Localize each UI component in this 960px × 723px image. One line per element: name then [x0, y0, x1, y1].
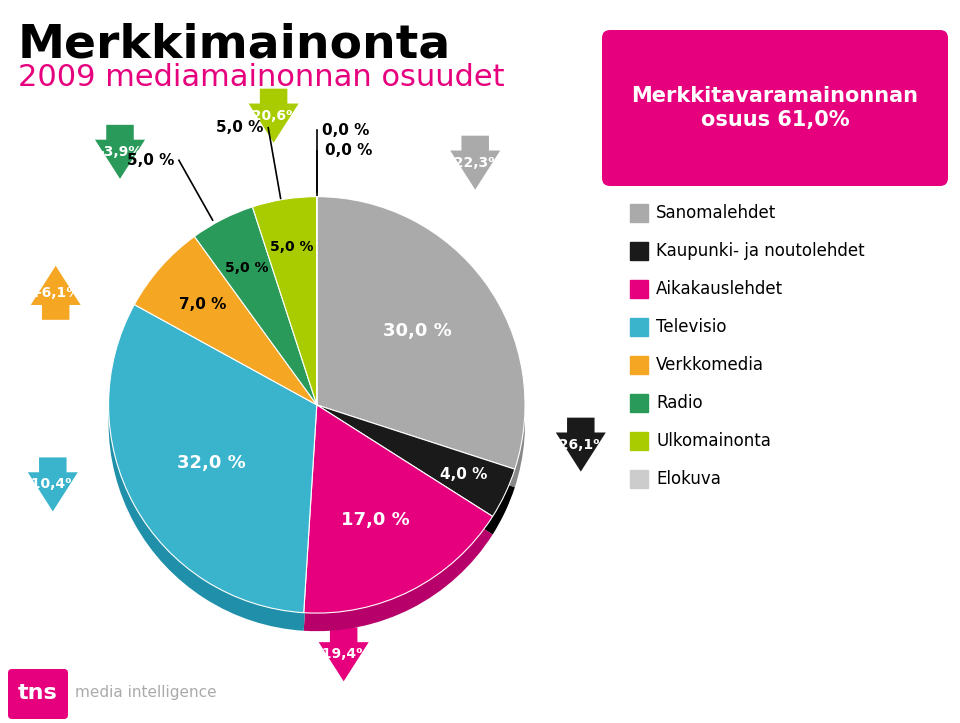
Bar: [630, 432, 648, 450]
Bar: [630, 470, 648, 488]
Text: 0,0 %: 0,0 %: [325, 143, 372, 158]
Wedge shape: [317, 405, 515, 516]
Wedge shape: [108, 304, 317, 612]
Wedge shape: [252, 197, 317, 405]
Text: -19,4%: -19,4%: [317, 647, 371, 662]
Wedge shape: [317, 197, 525, 469]
Wedge shape: [194, 225, 317, 423]
Text: +6,1%: +6,1%: [31, 286, 81, 300]
Polygon shape: [28, 458, 78, 511]
Text: -22,3%: -22,3%: [448, 155, 502, 170]
Bar: [630, 280, 648, 298]
Text: 4,0 %: 4,0 %: [440, 466, 488, 482]
Text: media intelligence: media intelligence: [75, 685, 217, 701]
Text: 5,0 %: 5,0 %: [270, 239, 314, 254]
Text: 5,0 %: 5,0 %: [225, 260, 269, 275]
FancyBboxPatch shape: [602, 30, 948, 186]
Text: Elokuva: Elokuva: [656, 470, 721, 488]
Text: -10,4%: -10,4%: [26, 477, 80, 492]
Polygon shape: [95, 125, 145, 179]
Polygon shape: [249, 89, 299, 142]
Text: Sanomalehdet: Sanomalehdet: [656, 204, 777, 222]
Text: Aikakauslehdet: Aikakauslehdet: [656, 280, 783, 298]
Text: 32,0 %: 32,0 %: [177, 454, 246, 472]
Wedge shape: [108, 322, 317, 630]
Wedge shape: [194, 207, 317, 405]
Bar: [630, 318, 648, 336]
Text: 30,0 %: 30,0 %: [383, 322, 452, 341]
Wedge shape: [134, 236, 317, 405]
Text: 7,0 %: 7,0 %: [180, 297, 227, 312]
Polygon shape: [319, 628, 369, 681]
Text: tns: tns: [18, 683, 58, 703]
Text: -20,6%: -20,6%: [247, 108, 300, 123]
Wedge shape: [252, 215, 317, 423]
Wedge shape: [134, 254, 317, 423]
Wedge shape: [303, 423, 492, 631]
Text: Verkkomedia: Verkkomedia: [656, 356, 764, 374]
Text: Ulkomainonta: Ulkomainonta: [656, 432, 771, 450]
Text: 17,0 %: 17,0 %: [341, 511, 410, 529]
Text: 5,0 %: 5,0 %: [216, 120, 263, 135]
Text: Televisio: Televisio: [656, 318, 727, 336]
Text: Kaupunki- ja noutolehdet: Kaupunki- ja noutolehdet: [656, 242, 865, 260]
Polygon shape: [31, 266, 81, 320]
Bar: [630, 242, 648, 260]
Bar: [630, 356, 648, 374]
Text: Merkkitavaramainonnan
osuus 61,0%: Merkkitavaramainonnan osuus 61,0%: [632, 87, 919, 129]
Bar: [630, 204, 648, 222]
Text: 2009 mediamainonnan osuudet: 2009 mediamainonnan osuudet: [18, 63, 505, 92]
FancyBboxPatch shape: [8, 669, 68, 719]
Wedge shape: [303, 405, 492, 613]
Text: Merkkimainonta: Merkkimainonta: [18, 23, 451, 68]
Wedge shape: [317, 423, 515, 534]
Text: 5,0 %: 5,0 %: [127, 153, 174, 168]
Text: -26,1%: -26,1%: [554, 437, 608, 452]
Polygon shape: [450, 136, 500, 189]
Text: 0,0 %: 0,0 %: [322, 123, 370, 138]
Text: Radio: Radio: [656, 394, 703, 412]
Polygon shape: [556, 418, 606, 471]
Bar: [630, 394, 648, 412]
Text: -3,9%: -3,9%: [98, 145, 142, 159]
Wedge shape: [317, 215, 525, 487]
